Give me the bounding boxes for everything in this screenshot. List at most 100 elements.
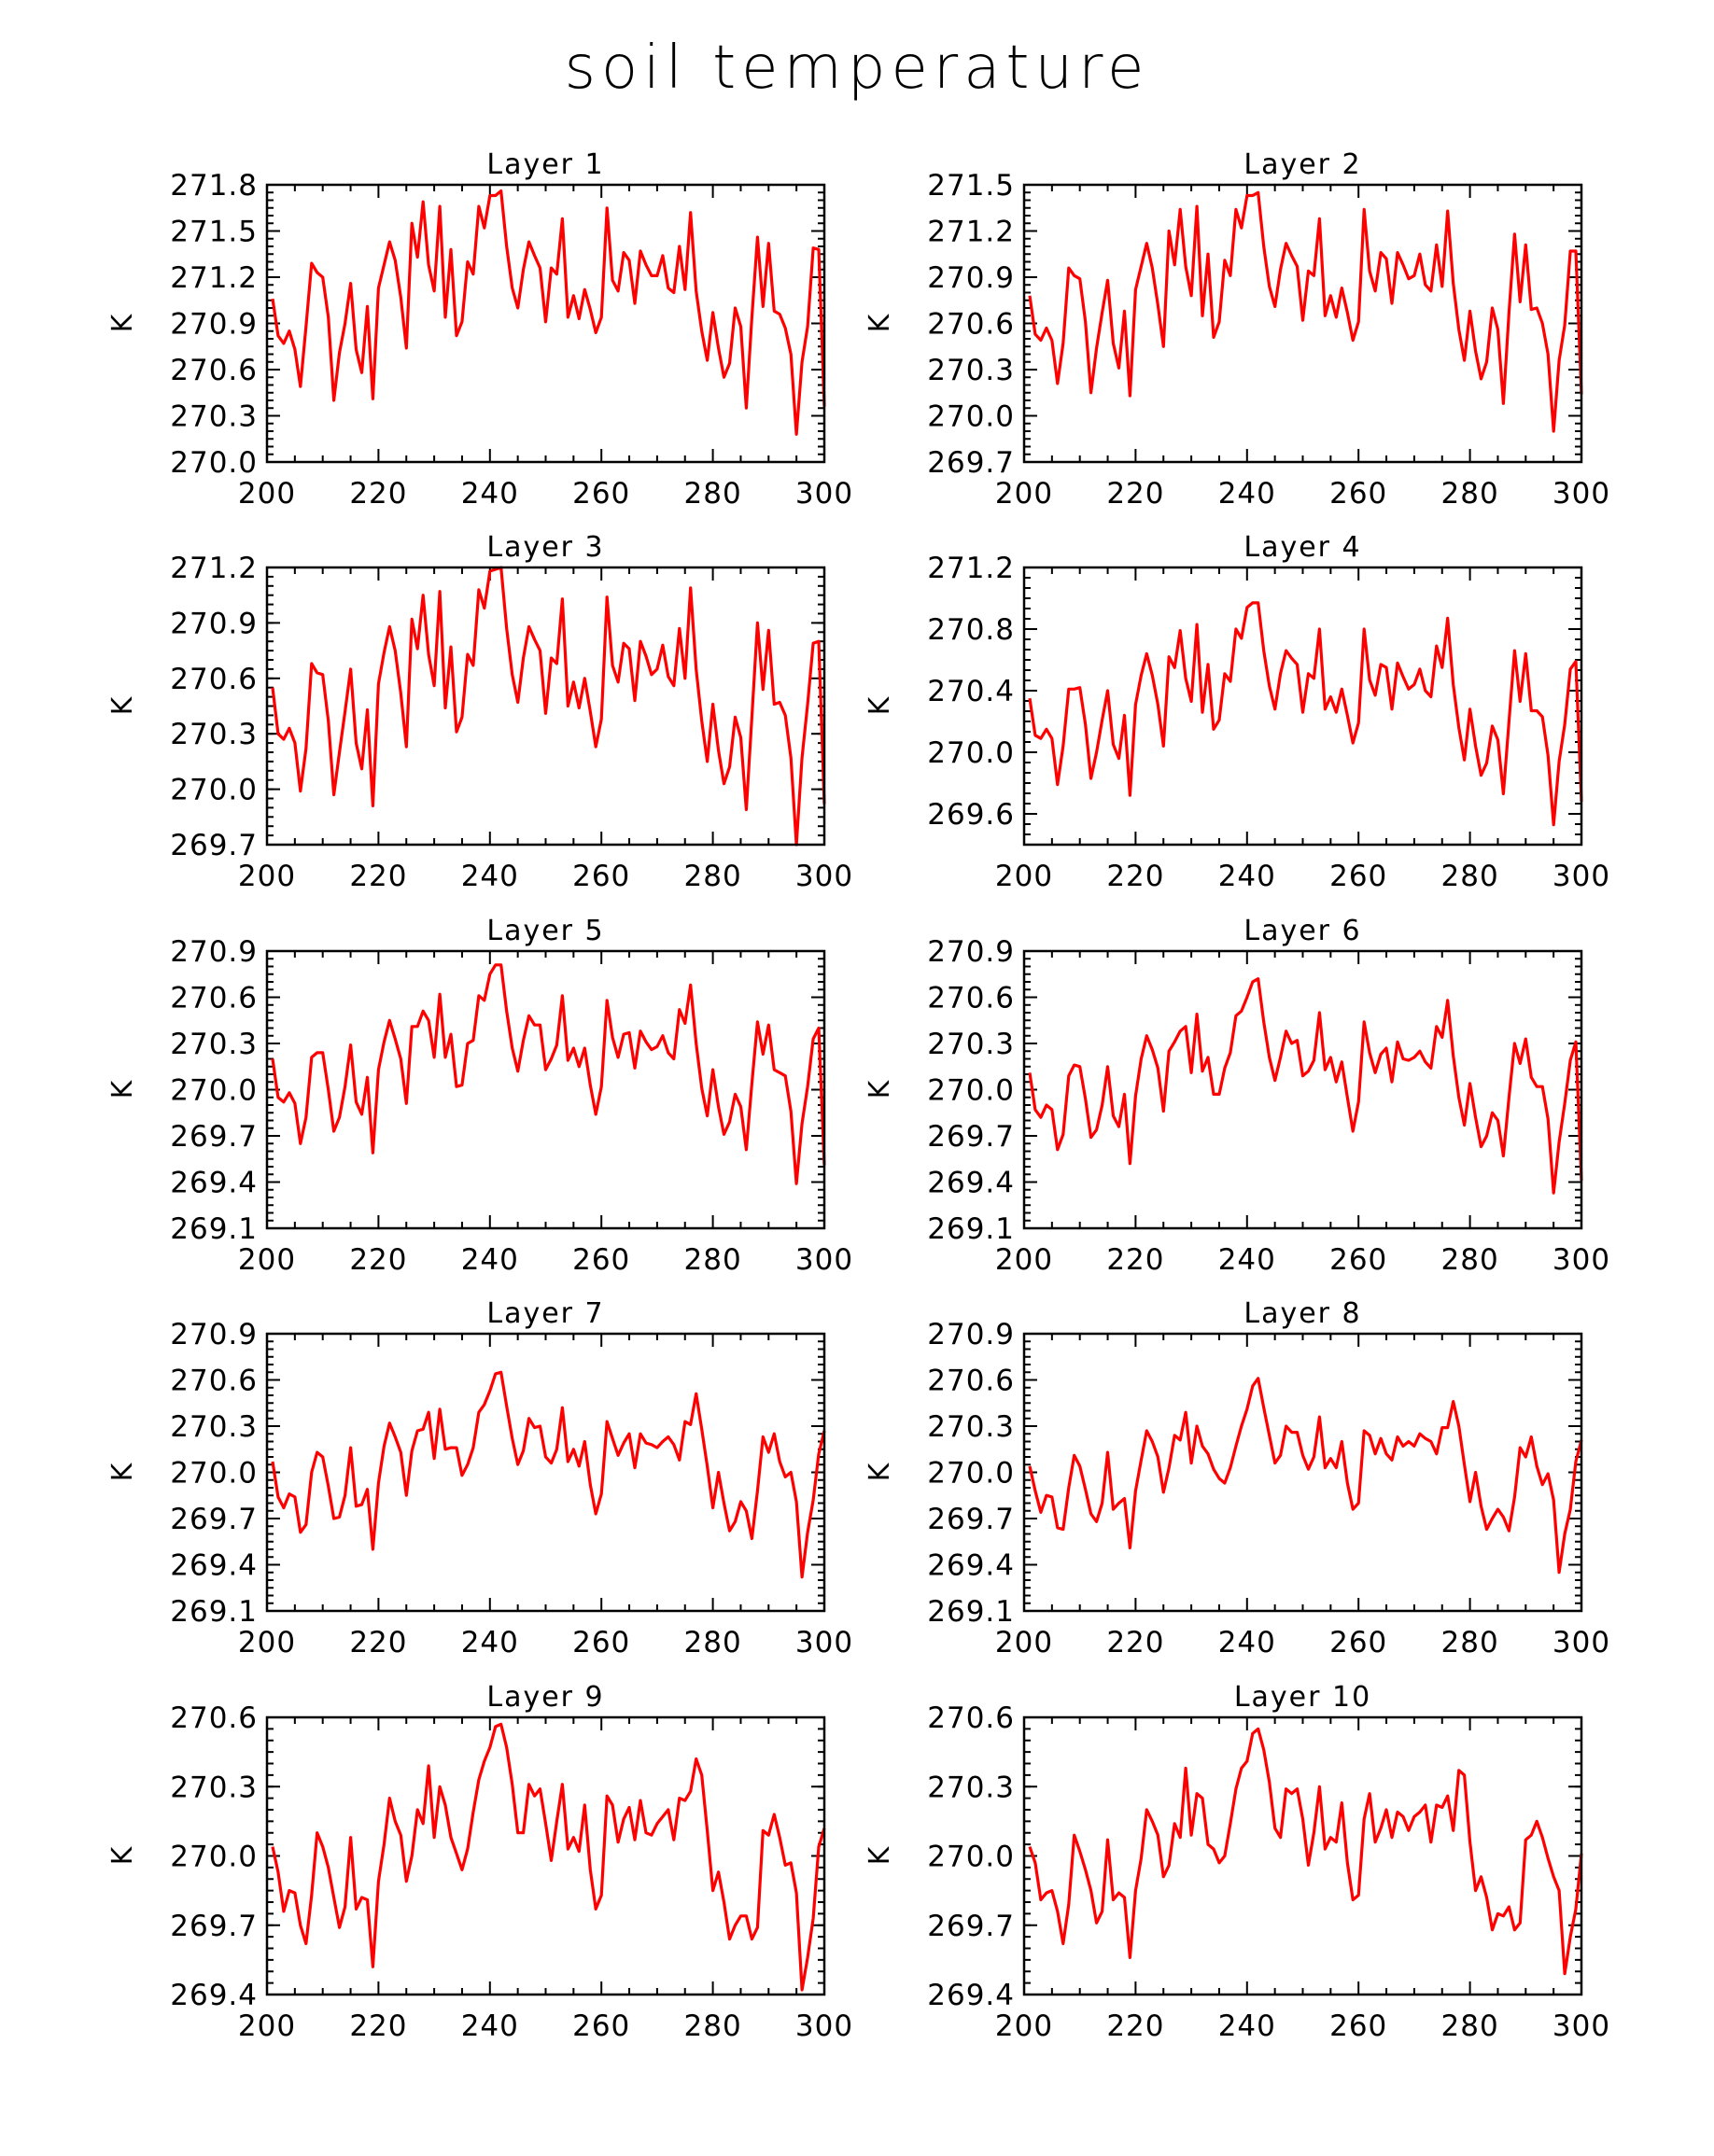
y-tick-label: 270.0 — [927, 1074, 1015, 1108]
y-tick-label: 270.0 — [927, 1457, 1015, 1491]
x-tick-label: 260 — [1329, 2009, 1387, 2043]
x-tick-label: 260 — [572, 477, 630, 511]
x-tick-label: 300 — [795, 477, 853, 511]
y-tick-label: 270.4 — [927, 675, 1015, 708]
x-tick-label: 300 — [1552, 860, 1610, 893]
x-tick-label: 200 — [238, 2009, 296, 2043]
y-tick-label: 271.2 — [170, 261, 258, 295]
y-axis-label: K — [864, 313, 896, 332]
y-tick-label: 270.3 — [170, 1410, 258, 1444]
panel-title: Layer 1 — [486, 148, 604, 181]
x-tick-label: 220 — [1106, 1243, 1164, 1277]
x-tick-label: 220 — [1106, 1626, 1164, 1659]
y-tick-label: 270.9 — [170, 308, 258, 342]
y-tick-label: 270.0 — [170, 446, 258, 480]
y-tick-label: 269.4 — [927, 1979, 1015, 2012]
x-tick-label: 200 — [995, 477, 1053, 511]
panel-title: Layer 9 — [486, 1681, 604, 1714]
y-tick-label: 270.3 — [927, 1771, 1015, 1804]
x-tick-label: 220 — [349, 1243, 407, 1277]
x-tick-label: 200 — [238, 1243, 296, 1277]
plot-frame — [265, 1715, 826, 1996]
y-tick-label: 270.6 — [170, 982, 258, 1015]
y-tick-label: 270.6 — [170, 354, 258, 387]
y-axis-label: K — [864, 695, 896, 715]
x-tick-label: 240 — [461, 477, 519, 511]
x-tick-label: 220 — [349, 2009, 407, 2043]
series-line-layer-3 — [271, 566, 826, 847]
x-tick-label: 260 — [1329, 477, 1387, 511]
plot-frame — [1022, 566, 1583, 847]
y-tick-label: 270.3 — [170, 1028, 258, 1061]
y-tick-label: 271.2 — [170, 552, 258, 585]
y-tick-label: 270.9 — [170, 1318, 258, 1351]
y-axis-label: K — [106, 1079, 139, 1099]
x-tick-label: 240 — [461, 1626, 519, 1659]
x-tick-label: 240 — [1218, 2009, 1276, 2043]
x-tick-label: 240 — [1218, 477, 1276, 511]
y-tick-label: 271.8 — [170, 169, 258, 203]
x-tick-label: 260 — [1329, 1626, 1387, 1659]
series-line-layer-9 — [271, 1722, 826, 1992]
y-tick-label: 270.3 — [170, 1771, 258, 1804]
y-tick-label: 269.1 — [927, 1595, 1015, 1629]
y-axis-label: K — [864, 1845, 896, 1865]
panel-layer-2: Layer 2 K 200 220 240 260 280 300 269.7 270.0 270.… — [864, 148, 1609, 511]
y-tick-label: 269.7 — [927, 1503, 1015, 1536]
panel-title: Layer 2 — [1243, 148, 1361, 181]
y-tick-label: 270.9 — [927, 261, 1015, 295]
x-tick-label: 240 — [1218, 1243, 1276, 1277]
y-tick-label: 270.0 — [927, 736, 1015, 770]
x-tick-label: 280 — [1441, 860, 1499, 893]
series-line-layer-6 — [1028, 977, 1583, 1195]
y-tick-label: 269.1 — [170, 1595, 258, 1629]
panel-title: Layer 4 — [1243, 531, 1361, 564]
x-tick-label: 220 — [1106, 2009, 1164, 2043]
y-tick-label: 270.6 — [927, 982, 1015, 1015]
x-tick-label: 240 — [1218, 860, 1276, 893]
x-tick-label: 260 — [1329, 1243, 1387, 1277]
y-tick-label: 271.5 — [927, 169, 1015, 203]
y-tick-label: 270.0 — [170, 774, 258, 807]
series-line-layer-5 — [271, 963, 826, 1185]
x-tick-label: 300 — [1552, 1626, 1610, 1659]
x-tick-label: 260 — [572, 1626, 630, 1659]
panel-layer-1: Layer 1 K 200 220 240 260 280 300 270.0 270.3 270.… — [106, 148, 853, 511]
plot-frame — [265, 949, 826, 1230]
y-tick-label: 270.6 — [170, 663, 258, 696]
panel-layer-6: Layer 6 K 200 220 240 260 280 300 269.1 269.4 269.… — [864, 915, 1609, 1277]
y-tick-label: 270.6 — [170, 1365, 258, 1398]
y-tick-label: 270.0 — [170, 1074, 258, 1108]
y-tick-label: 269.4 — [927, 1549, 1015, 1583]
y-tick-label: 269.4 — [170, 1979, 258, 2012]
panel-layer-5: Layer 5 K 200 220 240 260 280 300 269.1 269.4 269.… — [106, 915, 853, 1277]
x-tick-label: 200 — [995, 2009, 1053, 2043]
y-tick-label: 271.5 — [170, 216, 258, 249]
panel-title: Layer 3 — [486, 531, 604, 564]
y-tick-label: 271.2 — [927, 552, 1015, 585]
y-tick-label: 270.0 — [927, 1841, 1015, 1874]
x-tick-label: 280 — [684, 1626, 742, 1659]
plot-frame — [1022, 183, 1583, 464]
y-tick-label: 269.7 — [927, 1910, 1015, 1943]
panel-grid: Layer 1 K 200 220 240 260 280 300 270.0 270.3 270.… — [106, 148, 1610, 2043]
x-tick-label: 240 — [1218, 1626, 1276, 1659]
series-line-layer-2 — [1028, 190, 1583, 433]
y-tick-label: 270.3 — [927, 1410, 1015, 1444]
x-tick-label: 300 — [795, 1243, 853, 1277]
y-tick-label: 269.6 — [927, 798, 1015, 832]
y-tick-label: 270.6 — [927, 308, 1015, 342]
y-tick-label: 269.7 — [927, 1120, 1015, 1154]
panel-title: Layer 7 — [486, 1297, 604, 1330]
x-tick-label: 300 — [795, 1626, 853, 1659]
panel-title: Layer 5 — [486, 915, 604, 947]
y-axis-label: K — [864, 1079, 896, 1099]
panel-layer-10: Layer 10 K 200 220 240 260 280 300 269.4 269.7 270… — [864, 1681, 1609, 2043]
x-tick-label: 260 — [572, 1243, 630, 1277]
plot-frame — [265, 183, 826, 464]
series-line-layer-7 — [271, 1370, 826, 1579]
x-tick-label: 220 — [1106, 860, 1164, 893]
x-tick-label: 280 — [1441, 477, 1499, 511]
